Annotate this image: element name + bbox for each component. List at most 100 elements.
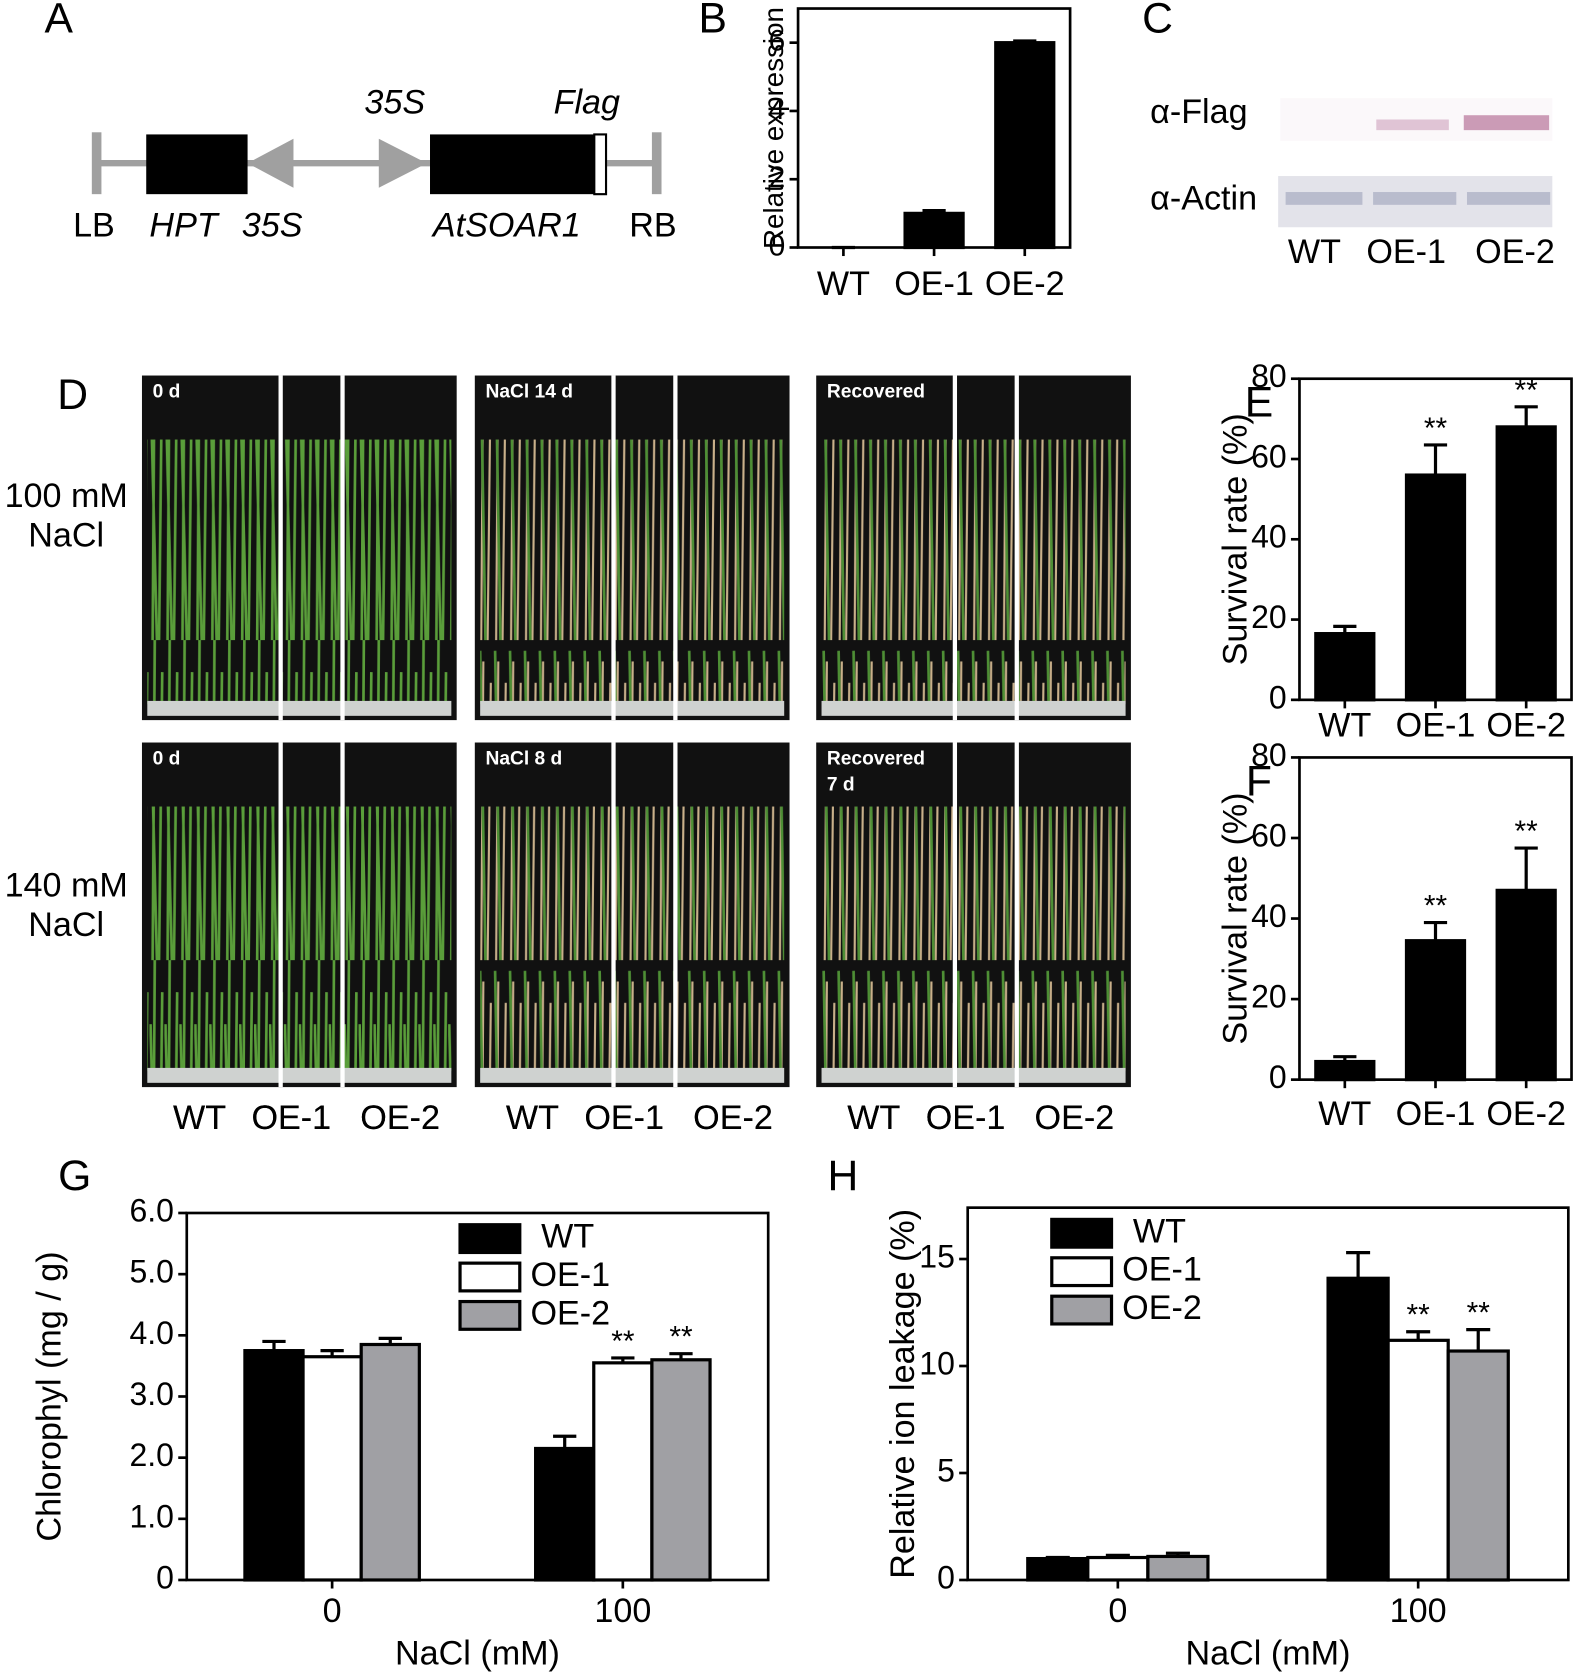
x-tick-label: OE-1	[1396, 1095, 1476, 1133]
y-tick-label: 2	[769, 161, 786, 194]
legend-swatch	[1050, 1217, 1114, 1249]
divider	[1014, 742, 1019, 1088]
lane-label: OE-2	[693, 1099, 773, 1137]
construct-label: 35S	[242, 206, 303, 244]
y-tick-label: 6.0	[129, 1192, 173, 1228]
photo-label: NaCl 8 d	[485, 749, 562, 770]
panel-letter: C	[1142, 0, 1173, 43]
x-tick-label: WT	[1318, 707, 1371, 745]
legend-swatch	[458, 1299, 522, 1331]
bar	[1495, 425, 1557, 702]
error-bar	[553, 1434, 577, 1449]
bar	[1314, 632, 1376, 702]
y-tick-label: 5	[937, 1452, 955, 1488]
y-tick-label: 0	[156, 1559, 174, 1595]
plot-frame	[966, 1206, 1570, 1582]
panel-letter: A	[45, 0, 74, 43]
significance: **	[1424, 412, 1448, 445]
x-tick-label: OE-1	[1396, 707, 1476, 745]
lane-label: OE-1	[926, 1099, 1006, 1137]
plants	[821, 439, 1126, 705]
photo-label: 0 d	[153, 382, 181, 403]
significance: **	[669, 1321, 693, 1354]
bar	[534, 1446, 596, 1582]
western-blot: α-Flag α-Actin WT OE-1 OE-2	[1150, 93, 1555, 271]
panel-letter: B	[698, 0, 726, 43]
legend-swatch	[458, 1223, 522, 1255]
error-bar	[1346, 1250, 1371, 1279]
construct-label: 35S	[364, 84, 425, 122]
lane-label: OE-1	[251, 1099, 331, 1137]
plants	[480, 806, 785, 1072]
plants	[147, 439, 452, 705]
error-bar	[1423, 443, 1448, 476]
blot-row-label: α-Actin	[1150, 180, 1257, 218]
plants	[147, 806, 452, 1072]
divider	[673, 742, 678, 1088]
y-tick-label: 40	[1251, 519, 1287, 555]
y-tick-label: 0	[937, 1559, 955, 1595]
construct-label: HPT	[149, 206, 219, 244]
y-axis-label: Relative expression	[758, 7, 789, 249]
chart: 0 20 40 60 80 Survival rate (%) WT OE-1 OE-2 ** **	[1217, 358, 1573, 745]
panel-letter: E	[1245, 379, 1273, 427]
y-tick-label: 0	[1269, 1059, 1287, 1095]
x-tick-label: 0	[323, 1592, 342, 1630]
y-tick-label: 40	[1251, 898, 1287, 934]
y-tick-label: 0	[769, 229, 786, 262]
construct-label: LB	[73, 206, 115, 244]
tray	[480, 700, 785, 716]
significance: **	[1424, 890, 1448, 923]
y-tick-label: 2.0	[129, 1437, 173, 1473]
significance: **	[1467, 1297, 1491, 1330]
blot-lane-label: OE-2	[1475, 233, 1555, 271]
photo-label: 7 d	[827, 774, 855, 795]
y-tick-label: 4.0	[129, 1315, 173, 1351]
error-bar	[1105, 1553, 1130, 1558]
bar	[1146, 1554, 1210, 1582]
construct-label: AtSOAR1	[431, 206, 581, 244]
bar	[1446, 1349, 1510, 1582]
photo-label: Recovered	[827, 382, 925, 403]
panel-letter: D	[57, 371, 88, 419]
error-bar	[922, 209, 946, 214]
legend-swatch	[1050, 1256, 1114, 1288]
bar	[243, 1349, 305, 1582]
y-tick-label: 5.0	[129, 1254, 173, 1290]
plants	[480, 439, 785, 705]
x-tick-label: OE-2	[1486, 707, 1566, 745]
lane-label: OE-2	[1035, 1099, 1115, 1137]
y-axis-label: Survival rate (%)	[1217, 792, 1255, 1044]
y-tick-label: 80	[1251, 737, 1287, 773]
x-tick-label: WT	[1318, 1095, 1371, 1133]
panel-letters: A B C D E F G H	[45, 0, 1274, 1200]
error-bar	[1045, 1555, 1070, 1560]
error-bar	[262, 1339, 286, 1351]
y-tick-label: 20	[1251, 979, 1287, 1015]
y-tick-label: 10	[919, 1345, 955, 1381]
y-tick-label: 60	[1251, 438, 1287, 474]
error-bar	[1514, 846, 1538, 891]
significance: **	[1515, 815, 1539, 848]
photo-label: 0 d	[153, 749, 181, 770]
x-axis-label: NaCl (mM)	[1186, 1635, 1351, 1673]
divider	[952, 742, 958, 1088]
error-bar	[1423, 920, 1448, 941]
error-bar	[611, 1356, 635, 1363]
legend-swatch	[458, 1261, 522, 1293]
bar	[301, 1355, 363, 1582]
lane-label: WT	[847, 1099, 900, 1137]
bar	[1326, 1276, 1390, 1582]
bar	[903, 211, 965, 250]
error-bar	[378, 1336, 402, 1345]
y-tick-label: 20	[1251, 599, 1287, 635]
lane-label: OE-2	[360, 1099, 440, 1137]
plants	[821, 806, 1126, 1072]
photo-label: NaCl 14 d	[485, 382, 572, 403]
row-label: 140 mM	[5, 867, 128, 905]
tray	[821, 700, 1126, 716]
error-bar	[1514, 405, 1538, 427]
x-tick-label: OE-2	[985, 265, 1065, 303]
